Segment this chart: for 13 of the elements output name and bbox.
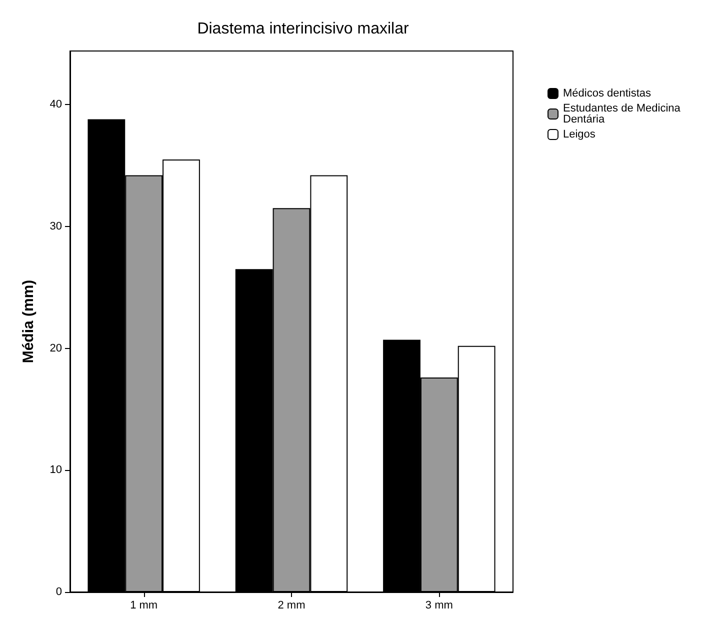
y-axis-title: Média (mm) [20,280,37,364]
legend-label: Médicos dentistas [563,88,652,100]
x-tick-label: 1 mm [130,600,158,612]
x-tick-label: 2 mm [278,600,306,612]
x-tick-label: 3 mm [425,600,453,612]
y-tick-label: 40 [50,98,62,111]
y-tick-label: 20 [50,342,62,354]
legend-label: Estudantes de Medicina Dentária [563,102,684,126]
y-tick-label: 30 [50,220,62,232]
chart-title: Diastema interincisivo maxilar [197,20,410,38]
y-tick-label: 0 [56,586,62,598]
legend-label: Leigos [563,128,596,140]
y-tick-label: 10 [50,464,62,476]
